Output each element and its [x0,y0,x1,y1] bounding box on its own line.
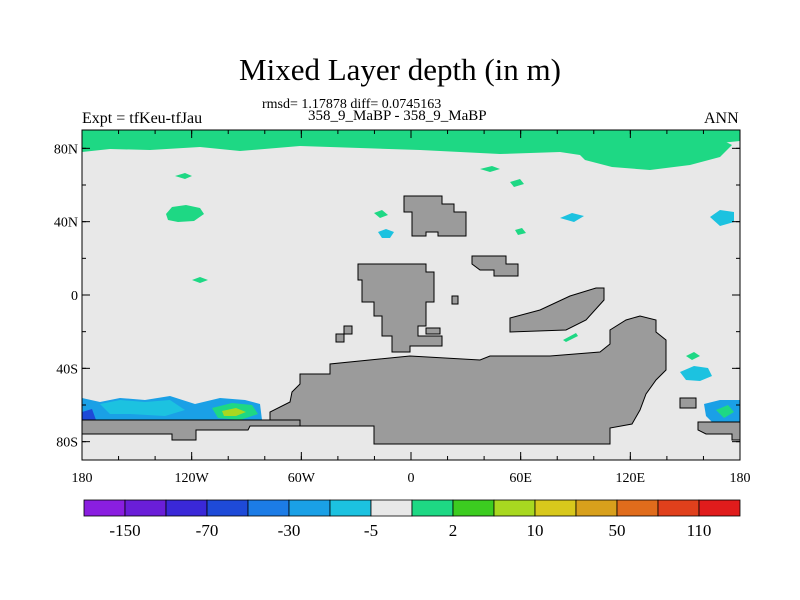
small-cyan-patch-1 [378,229,394,238]
colorbar-box [247,499,290,517]
small-island-2 [335,333,345,343]
colorbar-label: 110 [687,521,712,540]
small-island-1 [343,325,353,335]
colorbar-box [329,499,372,517]
colorbar: -150 -70 -30 -5 2 10 50 110 [83,499,741,540]
figure-title: Mixed Layer depth (in m) [239,52,561,87]
x-tick-label: 180 [72,471,93,486]
small-green-patch-6 [192,277,208,283]
small-green-patch-1 [175,173,192,179]
small-green-patch-3 [510,179,524,187]
x-tick-label: 180 [730,471,751,486]
x-tick-label: 0 [408,471,415,486]
colorbar-box [698,499,741,517]
small-island-4 [425,327,441,335]
colorbar-box [534,499,577,517]
colorbar-box [124,499,167,517]
y-tick-label: 40S [56,362,78,377]
arctic-green-patch [82,130,740,158]
colorbar-box [657,499,700,517]
colorbar-box [83,499,126,517]
colorbar-label: -150 [109,521,140,540]
eastern-arc-island [509,287,605,333]
north-polar-green-patch [575,139,732,170]
south-pacific-cyan-patch [680,366,712,381]
colorbar-box [616,499,659,517]
small-cyan-patch-2 [560,213,584,222]
land-masses [81,195,741,445]
colorbar-label: -5 [364,521,378,540]
central-continent [357,263,443,353]
colorbar-label: 10 [527,521,544,540]
colorbar-label: 50 [609,521,626,540]
colorbar-label: -30 [278,521,301,540]
x-tick-label: 120W [175,471,210,486]
y-tick-label: 80S [56,436,78,451]
colorbar-box [575,499,618,517]
small-cyan-patch-3 [710,210,734,226]
colorbar-box [165,499,208,517]
southern-ocean-landmass-west [81,419,301,441]
colorbar-box [288,499,331,517]
colorbar-box [370,499,413,517]
east-southern-ocean-green-patch [716,405,734,418]
southern-ocean-cyan-patch [100,400,185,416]
small-green-patch-5 [515,228,526,235]
runs-subtitle: 358_9_MaBP - 358_9_MaBP [308,108,487,124]
colorbar-box [206,499,249,517]
small-southern-island [679,397,697,409]
x-tick-label: 120E [616,471,646,486]
axis-ticks: 180 120W 60W 0 60E 120E 180 80N 40N 0 40S 80S [54,130,751,486]
y-tick-label: 80N [54,142,78,157]
small-green-patch-4 [374,210,388,218]
x-tick-label: 60W [288,471,316,486]
small-green-patch-2 [480,166,500,172]
colorbar-label: 2 [449,521,458,540]
experiment-label: Expt = tfKeu-tfJau [82,110,203,127]
colorbar-box [411,499,454,517]
thin-green-patch [563,333,578,342]
y-tick-label: 40N [54,216,78,231]
north-pacific-green-patch [166,205,204,222]
small-island-3 [451,295,459,305]
colorbar-box [452,499,495,517]
y-tick-label: 0 [71,289,78,304]
small-northern-island [471,255,519,277]
x-tick-label: 60E [509,471,532,486]
colorbar-box [493,499,536,517]
small-green-patch-7 [686,352,700,360]
colorbar-label: -70 [196,521,219,540]
southern-ocean-yellow-green-patch [222,408,246,416]
stats-subtitle: rmsd= 1.17878 diff= 0.0745163 [262,97,442,112]
northern-continent [403,195,467,237]
season-label: ANN [704,110,739,127]
